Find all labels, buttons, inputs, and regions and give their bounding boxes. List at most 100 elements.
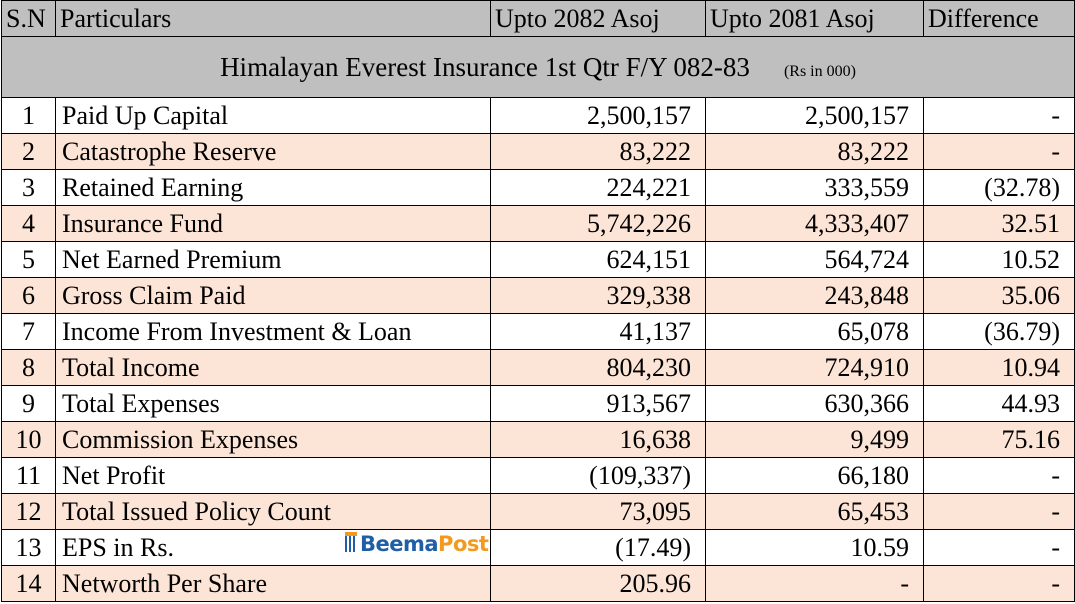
table-cell: 65,453 (705, 493, 924, 530)
header-cell: Upto 2081 Asoj (705, 0, 924, 37)
table-row: 12 Total Issued Policy Count 73,095 65,453- (1, 493, 1075, 530)
table-cell: Gross Claim Paid (55, 277, 491, 314)
table-cell: 8 (1, 349, 56, 386)
table-cell: 4,333,407 (705, 205, 924, 242)
table-cell: Total Issued Policy Count (55, 493, 491, 530)
table-cell: 65,078 (705, 313, 924, 350)
table-row: 7 Income From Investment & Loan 41,137 65,0… (1, 313, 1075, 350)
table-row: 1 Paid Up Capital 2,500,157 2,500,157- (1, 97, 1075, 134)
table-cell: 73,095 (490, 493, 706, 530)
table-cell: 7 (1, 313, 56, 350)
table-cell: 5 (1, 241, 56, 278)
table-cell: - (923, 133, 1075, 170)
table-row: 2 Catastrophe Reserve 83,222 83,222- (1, 133, 1075, 170)
title-cell: Himalayan Everest Insurance 1st Qtr F/Y … (1, 36, 1075, 98)
table-cell: (32.78) (923, 169, 1075, 206)
header-cell: Difference (923, 0, 1075, 37)
table-cell: 624,151 (490, 241, 706, 278)
table-cell: 10.52 (923, 241, 1075, 278)
table-cell: 9 (1, 385, 56, 422)
table-cell: - (923, 457, 1075, 494)
table-cell: 630,366 (705, 385, 924, 422)
header-row: S.N Particulars Upto 2082 Asoj Upto 2081 As… (1, 0, 1075, 37)
table-cell: EPS in Rs. (55, 529, 491, 566)
table-cell: 724,910 (705, 349, 924, 386)
logo-text: Post (438, 532, 489, 556)
table-cell: 205.96 (490, 565, 706, 602)
table-cell: Income From Investment & Loan (55, 313, 491, 350)
table-cell: 83,222 (490, 133, 706, 170)
table-row: 3 Retained Earning 224,221 333,559 (32.78) (1, 169, 1075, 206)
table-cell: 83,222 (705, 133, 924, 170)
table-cell: 11 (1, 457, 56, 494)
table-cell: 329,338 (490, 277, 706, 314)
header-cell: Particulars (55, 0, 491, 37)
table-cell: 333,559 (705, 169, 924, 206)
table-cell: - (923, 529, 1075, 566)
table-row: 4 Insurance Fund 5,742,226 4,333,407 32.51 (1, 205, 1075, 242)
table-cell: Insurance Fund (55, 205, 491, 242)
table-body: 1 Paid Up Capital 2,500,157 2,500,157-2 Cata… (1, 97, 1075, 602)
table-row: 6 Gross Claim Paid 329,338 243,848 35.06 (1, 277, 1075, 314)
table-cell: 41,137 (490, 313, 706, 350)
table-cell: 3 (1, 169, 56, 206)
table-cell: - (923, 97, 1075, 134)
table-cell: Networth Per Share (55, 565, 491, 602)
table-row: 10 Commission Expenses 16,638 9,499 75.16 (1, 421, 1075, 458)
table-cell: 243,848 (705, 277, 924, 314)
table-cell: 16,638 (490, 421, 706, 458)
table-cell: (109,337) (490, 457, 706, 494)
logo-icon (345, 532, 357, 552)
header-cell: S.N (1, 0, 56, 37)
header-cell: Upto 2082 Asoj (490, 0, 706, 37)
table-cell: 9,499 (705, 421, 924, 458)
table-cell: Total Expenses (55, 385, 491, 422)
table-cell: 75.16 (923, 421, 1075, 458)
table-cell: Catastrophe Reserve (55, 133, 491, 170)
table-cell: - (705, 565, 924, 602)
table-cell: (36.79) (923, 313, 1075, 350)
table-cell: 2 (1, 133, 56, 170)
table-cell: (17.49) (490, 529, 706, 566)
table-cell: 12 (1, 493, 56, 530)
table-cell: 804,230 (490, 349, 706, 386)
table-cell: 10.94 (923, 349, 1075, 386)
table-cell: 32.51 (923, 205, 1075, 242)
table-cell: Retained Earning (55, 169, 491, 206)
table-cell: 2,500,157 (490, 97, 706, 134)
logo-text: Beema (360, 532, 439, 556)
table-cell: 35.06 (923, 277, 1075, 314)
table-cell: 224,221 (490, 169, 706, 206)
table-cell: Net Earned Premium (55, 241, 491, 278)
table-cell: 5,742,226 (490, 205, 706, 242)
table-row: 9 Total Expenses 913,567 630,366 44.93 (1, 385, 1075, 422)
table-cell: 1 (1, 97, 56, 134)
table-row: 13 EPS in Rs. (17.49) 10.59- (1, 529, 1075, 566)
table-row: 14 Networth Per Share 205.96- - (1, 565, 1075, 602)
table-row: 11 Net Profit (109,337) 66,180- (1, 457, 1075, 494)
title: Himalayan Everest Insurance 1st Qtr F/Y … (220, 51, 750, 82)
table-cell: 44.93 (923, 385, 1075, 422)
table-cell: 913,567 (490, 385, 706, 422)
table-cell: Total Income (55, 349, 491, 386)
table-cell: 10.59 (705, 529, 924, 566)
table-cell: - (923, 565, 1075, 602)
logo: BeemaPost (345, 532, 489, 556)
table-cell: 564,724 (705, 241, 924, 278)
table-cell: 6 (1, 277, 56, 314)
table-cell: 10 (1, 421, 56, 458)
table-cell: Net Profit (55, 457, 491, 494)
unit-note: (Rs in 000) (783, 62, 856, 80)
table-cell: 66,180 (705, 457, 924, 494)
table-cell: Commission Expenses (55, 421, 491, 458)
title-row: Himalayan Everest Insurance 1st Qtr F/Y … (1, 36, 1075, 98)
table-cell: 14 (1, 565, 56, 602)
table-cell: 13 (1, 529, 56, 566)
table-row: 5 Net Earned Premium 624,151 564,724 10.52 (1, 241, 1075, 278)
table-cell: 2,500,157 (705, 97, 924, 134)
table-cell: Paid Up Capital (55, 97, 491, 134)
table-cell: 4 (1, 205, 56, 242)
